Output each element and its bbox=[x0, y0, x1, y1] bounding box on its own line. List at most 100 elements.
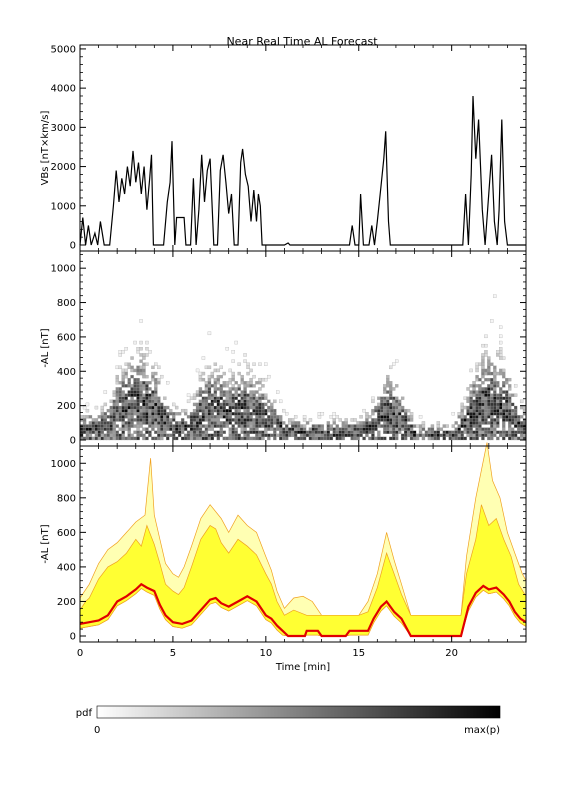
heatmap-cell bbox=[234, 393, 238, 397]
heatmap-cell bbox=[395, 424, 399, 428]
heatmap-cell bbox=[502, 430, 506, 434]
heatmap-cell bbox=[362, 408, 366, 413]
heatmap-cell bbox=[493, 396, 497, 400]
heatmap-cell bbox=[383, 384, 387, 388]
heatmap-cell bbox=[267, 421, 271, 425]
heatmap-cell bbox=[264, 393, 268, 397]
heatmap-cell bbox=[311, 427, 316, 431]
heatmap-cell bbox=[219, 427, 223, 431]
heatmap-cell bbox=[145, 384, 149, 388]
heatmap-cell bbox=[243, 387, 247, 391]
heatmap-cell bbox=[210, 436, 215, 441]
heatmap-cell bbox=[389, 436, 393, 441]
heatmap-cell bbox=[386, 405, 390, 410]
y-tick-label: 1000 bbox=[51, 201, 76, 212]
heatmap-cell bbox=[139, 415, 143, 419]
heatmap-cell bbox=[344, 430, 348, 434]
heatmap-cell bbox=[287, 433, 292, 438]
heatmap-cell bbox=[427, 427, 432, 431]
heatmap-cell bbox=[258, 418, 262, 422]
heatmap-cell bbox=[478, 396, 482, 400]
heatmap-cell bbox=[225, 436, 229, 441]
heatmap-cell bbox=[142, 368, 146, 373]
heatmap-cell bbox=[219, 390, 223, 394]
heatmap-cell bbox=[192, 412, 197, 416]
heatmap-cell bbox=[439, 433, 444, 438]
panel-vbs-frame bbox=[79, 44, 527, 252]
heatmap-cell bbox=[463, 405, 467, 410]
heatmap-cell bbox=[112, 393, 116, 397]
heatmap-cell bbox=[249, 396, 253, 400]
heatmap-cell bbox=[121, 408, 125, 413]
heatmap-cell bbox=[510, 415, 515, 419]
heatmap-cell bbox=[255, 418, 259, 422]
heatmap-cell bbox=[415, 424, 420, 428]
x-axis-label: Time [min] bbox=[275, 662, 330, 673]
heatmap-cell bbox=[510, 436, 515, 441]
heatmap-cell bbox=[403, 418, 408, 422]
heatmap-cell bbox=[154, 402, 158, 407]
heatmap-cell bbox=[383, 418, 387, 422]
heatmap-cell bbox=[389, 396, 393, 400]
heatmap-cell bbox=[154, 405, 158, 410]
heatmap-cell bbox=[267, 405, 271, 410]
heatmap-cell bbox=[201, 396, 206, 400]
heatmap-cell bbox=[207, 421, 212, 425]
heatmap-cell bbox=[207, 412, 212, 416]
heatmap-cell bbox=[204, 365, 209, 370]
heatmap-cell bbox=[317, 433, 322, 438]
heatmap-cell bbox=[249, 421, 253, 425]
heatmap-cell bbox=[91, 418, 96, 422]
heatmap-cell bbox=[121, 412, 125, 416]
heatmap-cell bbox=[210, 405, 215, 410]
heatmap-cell bbox=[368, 421, 372, 425]
heatmap-cell bbox=[323, 433, 328, 438]
heatmap-cell bbox=[290, 424, 295, 428]
y-tick-label: 5000 bbox=[51, 44, 76, 55]
heatmap-cell bbox=[118, 412, 122, 416]
heatmap-cell bbox=[207, 390, 212, 394]
heatmap-cell bbox=[174, 421, 179, 425]
heatmap-cell bbox=[510, 412, 515, 416]
heatmap-cell bbox=[261, 433, 265, 438]
heatmap-cell bbox=[201, 436, 206, 441]
heatmap-cell bbox=[157, 399, 161, 404]
heatmap-cell bbox=[290, 430, 295, 434]
heatmap-cell bbox=[371, 421, 375, 425]
heatmap-cell bbox=[124, 402, 128, 407]
heatmap-cell bbox=[189, 415, 194, 419]
heatmap-cell bbox=[204, 427, 209, 431]
heatmap-cell bbox=[365, 427, 369, 431]
heatmap-cell bbox=[395, 427, 399, 431]
x-tick-label: 15 bbox=[352, 648, 365, 659]
heatmap-cell bbox=[276, 390, 280, 394]
heatmap-cell bbox=[115, 405, 119, 410]
heatmap-cell bbox=[234, 427, 238, 431]
heatmap-cell bbox=[121, 427, 125, 431]
heatmap-cell bbox=[249, 405, 253, 410]
heatmap-cell bbox=[499, 334, 503, 339]
heatmap-cell bbox=[154, 362, 158, 366]
heatmap-cell bbox=[344, 424, 348, 428]
heatmap-cell bbox=[513, 384, 518, 388]
heatmap-cell bbox=[469, 402, 473, 407]
heatmap-cell bbox=[344, 418, 348, 422]
heatmap-cell bbox=[139, 359, 143, 363]
heatmap-cell bbox=[395, 418, 399, 422]
heatmap-cell bbox=[112, 427, 116, 431]
heatmap-cell bbox=[519, 433, 524, 438]
heatmap-cell bbox=[335, 427, 339, 431]
heatmap-cell bbox=[502, 371, 506, 376]
y-tick-label: 800 bbox=[57, 298, 76, 309]
heatmap-cell bbox=[210, 421, 215, 425]
heatmap-cell bbox=[335, 424, 339, 428]
heatmap-cell bbox=[139, 396, 143, 400]
heatmap-cell bbox=[145, 381, 149, 385]
heatmap-cell bbox=[160, 408, 164, 413]
heatmap-cell bbox=[317, 430, 322, 434]
heatmap-cell bbox=[273, 430, 277, 434]
heatmap-cell bbox=[91, 436, 96, 441]
heatmap-cell bbox=[487, 436, 491, 441]
